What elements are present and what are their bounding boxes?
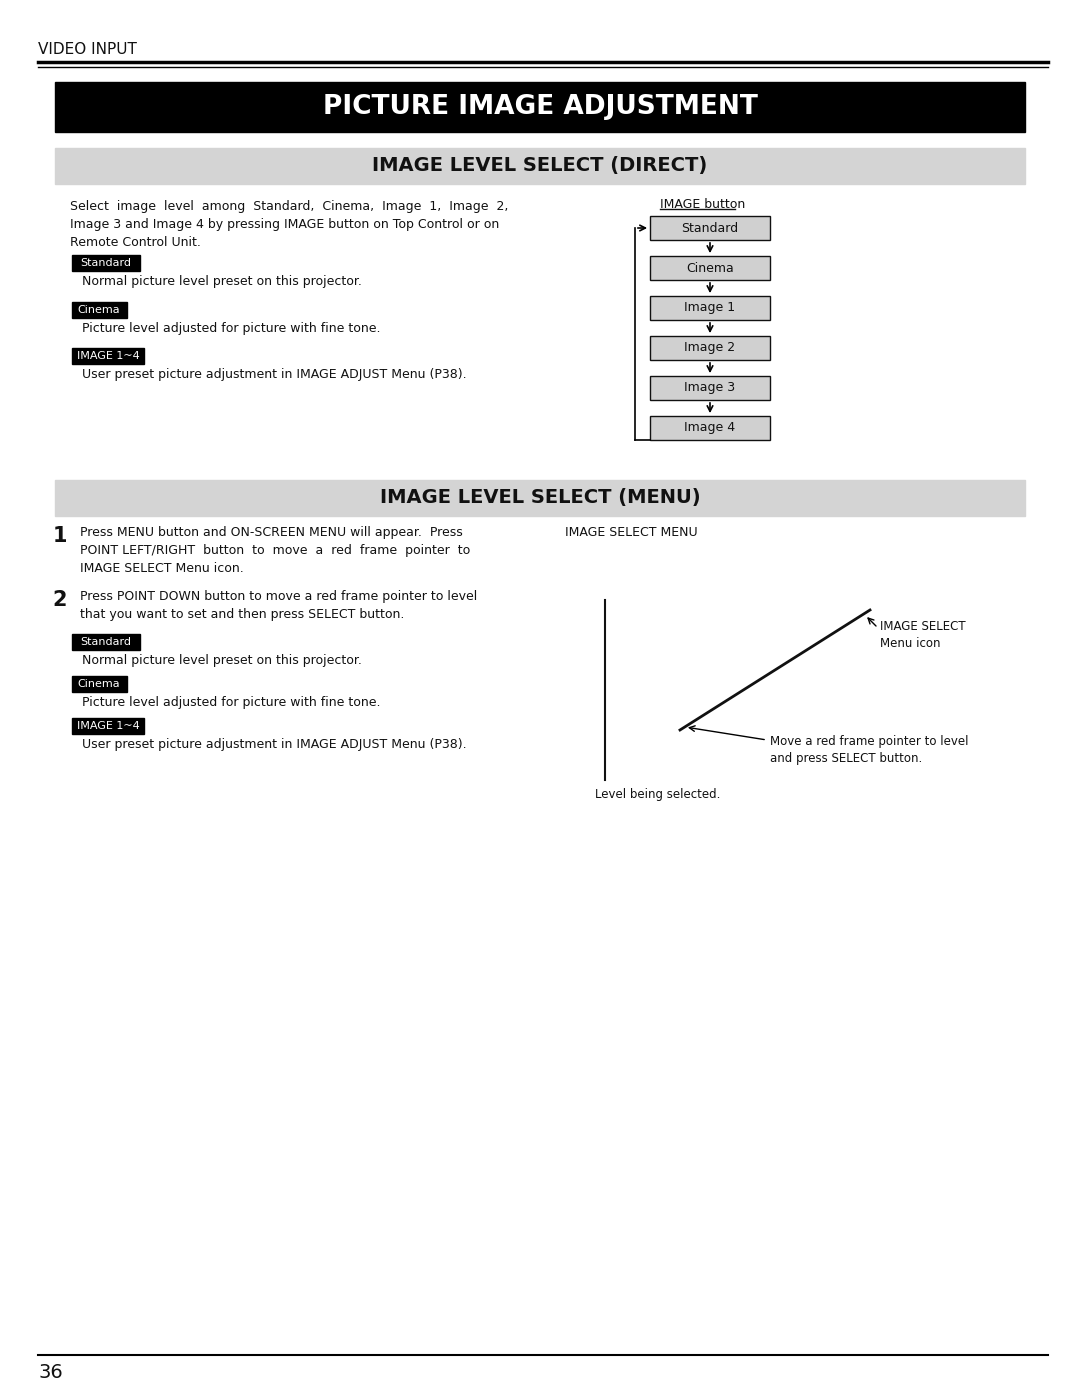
- Bar: [650, 296, 770, 320]
- Bar: [55, 481, 1025, 515]
- Text: Press POINT DOWN button to move a red frame pointer to level
that you want to se: Press POINT DOWN button to move a red fr…: [80, 590, 477, 622]
- Text: 2: 2: [53, 590, 67, 610]
- Text: Image 1: Image 1: [685, 302, 735, 314]
- Bar: [55, 148, 1025, 184]
- Text: Move a red frame pointer to level
and press SELECT button.: Move a red frame pointer to level and pr…: [770, 735, 969, 766]
- Bar: [72, 256, 140, 271]
- Bar: [72, 348, 144, 365]
- Text: Image 4: Image 4: [685, 422, 735, 434]
- Bar: [650, 337, 770, 360]
- Text: IMAGE SELECT MENU: IMAGE SELECT MENU: [565, 527, 698, 539]
- Text: Image 2: Image 2: [685, 341, 735, 355]
- Text: Select  image  level  among  Standard,  Cinema,  Image  1,  Image  2,
Image 3 an: Select image level among Standard, Cinem…: [70, 200, 509, 249]
- Bar: [650, 256, 770, 279]
- Text: Image 3: Image 3: [685, 381, 735, 394]
- Text: Normal picture level preset on this projector.: Normal picture level preset on this proj…: [82, 275, 362, 288]
- Text: 36: 36: [38, 1363, 63, 1382]
- Text: IMAGE 1~4: IMAGE 1~4: [77, 351, 139, 360]
- Text: Standard: Standard: [81, 258, 132, 268]
- Text: IMAGE button: IMAGE button: [660, 198, 745, 211]
- Bar: [650, 376, 770, 400]
- Text: Standard: Standard: [81, 637, 132, 647]
- Text: Press MENU button and ON-SCREEN MENU will appear.  Press
POINT LEFT/RIGHT  butto: Press MENU button and ON-SCREEN MENU wil…: [80, 527, 470, 576]
- Bar: [72, 302, 127, 319]
- Text: Cinema: Cinema: [78, 679, 120, 689]
- Text: VIDEO INPUT: VIDEO INPUT: [38, 42, 137, 57]
- Text: 1: 1: [53, 527, 67, 546]
- Text: PICTURE IMAGE ADJUSTMENT: PICTURE IMAGE ADJUSTMENT: [323, 94, 757, 120]
- Text: Standard: Standard: [681, 222, 739, 235]
- Text: IMAGE SELECT
Menu icon: IMAGE SELECT Menu icon: [880, 620, 966, 650]
- Text: Picture level adjusted for picture with fine tone.: Picture level adjusted for picture with …: [82, 321, 380, 335]
- Bar: [72, 676, 127, 692]
- Text: User preset picture adjustment in IMAGE ADJUST Menu (P38).: User preset picture adjustment in IMAGE …: [82, 367, 467, 381]
- Text: IMAGE LEVEL SELECT (DIRECT): IMAGE LEVEL SELECT (DIRECT): [373, 156, 707, 176]
- Bar: [72, 634, 140, 650]
- Text: IMAGE 1~4: IMAGE 1~4: [77, 721, 139, 731]
- Bar: [650, 217, 770, 240]
- Text: Normal picture level preset on this projector.: Normal picture level preset on this proj…: [82, 654, 362, 666]
- Bar: [72, 718, 144, 733]
- Text: Level being selected.: Level being selected.: [595, 788, 720, 800]
- Text: User preset picture adjustment in IMAGE ADJUST Menu (P38).: User preset picture adjustment in IMAGE …: [82, 738, 467, 752]
- Text: Cinema: Cinema: [78, 305, 120, 314]
- Text: Picture level adjusted for picture with fine tone.: Picture level adjusted for picture with …: [82, 696, 380, 710]
- Text: Cinema: Cinema: [686, 261, 734, 274]
- Bar: [55, 82, 1025, 131]
- Bar: [650, 416, 770, 440]
- Text: IMAGE LEVEL SELECT (MENU): IMAGE LEVEL SELECT (MENU): [380, 489, 700, 507]
